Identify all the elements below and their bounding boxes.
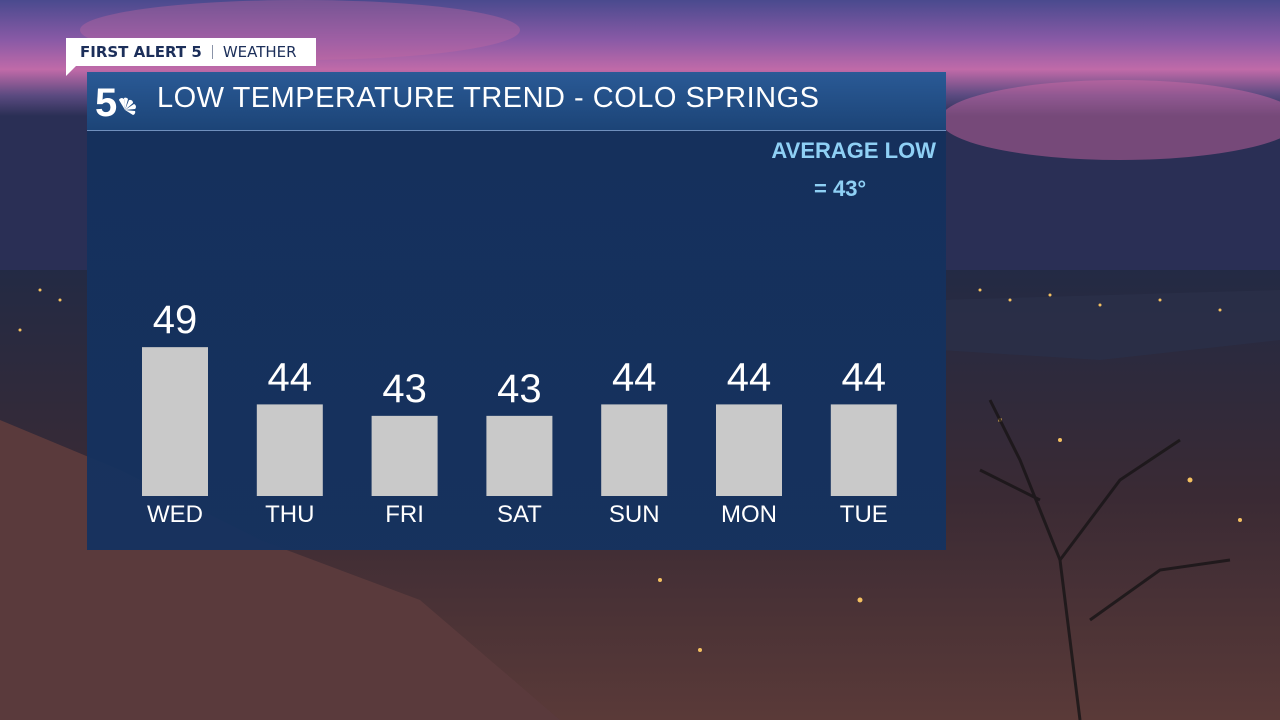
data-label-thu: 44 xyxy=(268,355,313,399)
tag-pointer xyxy=(66,66,76,76)
bar-fri xyxy=(371,415,438,496)
chart-panel: 5 LOW TEMPERATURE TREND - COLO SPRINGS A… xyxy=(87,72,946,550)
low-temperature-bar-chart: 49 WED 44 THU 43 FRI 43 SAT 44 SUN 44 MON 44 TUE xyxy=(142,298,897,528)
category-label-sun: SUN xyxy=(609,501,660,528)
category-label-fri: FRI xyxy=(385,501,424,528)
chart-header: 5 LOW TEMPERATURE TREND - COLO SPRINGS xyxy=(87,72,946,131)
average-low-value: = 43° xyxy=(814,176,867,201)
category-label-wed: WED xyxy=(147,501,203,528)
data-label-fri: 43 xyxy=(382,367,427,411)
data-label-sun: 44 xyxy=(612,355,657,399)
bar-sun xyxy=(601,404,668,496)
chart-title: LOW TEMPERATURE TREND - COLO SPRINGS xyxy=(157,82,820,114)
data-label-wed: 49 xyxy=(153,298,198,342)
average-low-label: AVERAGE LOW xyxy=(771,138,936,163)
bar-mon xyxy=(716,404,782,496)
data-label-tue: 44 xyxy=(842,355,887,399)
data-label-mon: 44 xyxy=(727,355,772,399)
station-section: WEATHER xyxy=(222,43,297,61)
bar-sat xyxy=(486,415,553,496)
bar-thu xyxy=(256,404,323,496)
data-label-sat: 43 xyxy=(497,367,542,411)
bar-wed xyxy=(142,347,208,496)
station-brand: FIRST ALERT 5 xyxy=(80,43,202,61)
svg-text:5: 5 xyxy=(95,81,117,122)
category-label-mon: MON xyxy=(721,501,777,528)
category-label-thu: THU xyxy=(265,501,314,528)
nbc-5-peacock-logo-icon: 5 xyxy=(95,81,136,122)
category-label-tue: TUE xyxy=(840,501,888,528)
station-tag: FIRST ALERT 5 WEATHER xyxy=(66,38,316,66)
bar-tue xyxy=(830,404,897,496)
category-label-sat: SAT xyxy=(497,501,542,528)
tag-divider xyxy=(211,45,213,59)
